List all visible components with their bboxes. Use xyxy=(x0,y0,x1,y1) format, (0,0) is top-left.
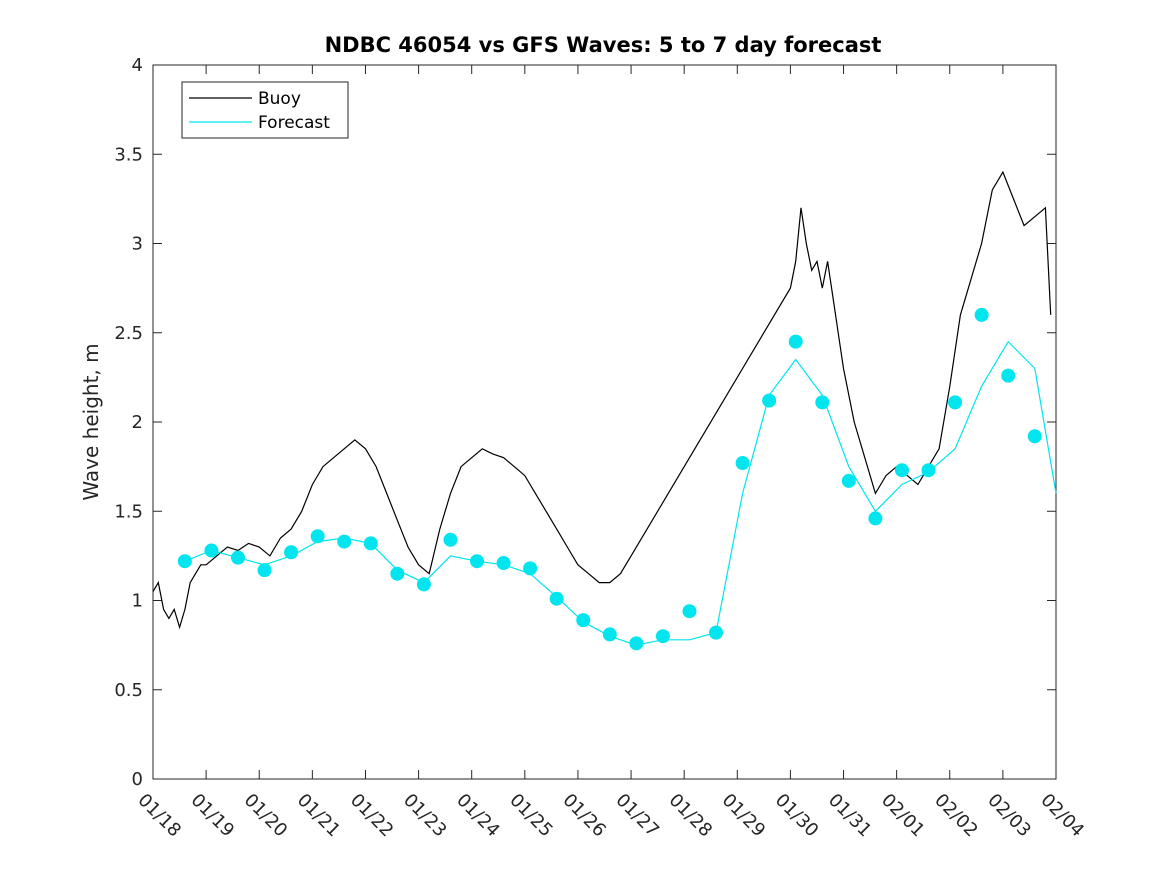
forecast-point xyxy=(1027,429,1042,444)
forecast-point xyxy=(177,554,192,569)
forecast-point xyxy=(788,334,803,349)
forecast-point xyxy=(602,627,617,642)
forecast-point xyxy=(523,561,538,576)
chart-title: NDBC 46054 vs GFS Waves: 5 to 7 day fore… xyxy=(325,33,882,57)
y-axis-label: Wave height, m xyxy=(79,343,103,500)
y-tick-label: 3.5 xyxy=(114,144,143,165)
forecast-point xyxy=(443,532,458,547)
forecast-point xyxy=(762,393,777,408)
forecast-point xyxy=(337,534,352,549)
forecast-point xyxy=(390,566,405,581)
forecast-point xyxy=(1001,368,1016,383)
y-tick-label: 4 xyxy=(132,55,143,76)
x-tick-label: 01/31 xyxy=(824,790,876,842)
forecast-point xyxy=(948,395,963,410)
forecast-point xyxy=(682,604,697,619)
x-tick-label: 01/23 xyxy=(399,790,451,842)
x-tick-label: 01/18 xyxy=(133,790,185,842)
x-tick-label: 02/04 xyxy=(1036,790,1088,842)
forecast-point xyxy=(496,556,511,571)
x-tick-label: 02/03 xyxy=(983,790,1035,842)
forecast-point xyxy=(576,613,591,628)
x-tick-label: 01/19 xyxy=(187,790,239,842)
x-tick-label: 01/25 xyxy=(505,790,557,842)
y-tick-label: 0.5 xyxy=(114,680,143,701)
legend-buoy-label: Buoy xyxy=(258,89,301,109)
y-tick-label: 2 xyxy=(132,412,143,433)
series-line-forecast xyxy=(184,340,1057,646)
forecast-point xyxy=(709,625,724,640)
legend-box xyxy=(181,81,349,139)
y-tick-label: 3 xyxy=(132,234,143,255)
x-tick-label: 01/28 xyxy=(665,790,717,842)
forecast-point xyxy=(841,473,856,488)
axes-box xyxy=(152,64,1057,780)
x-tick-label: 01/24 xyxy=(452,790,504,842)
x-tick-label: 01/29 xyxy=(718,790,770,842)
legend-forecast-label: Forecast xyxy=(258,113,330,133)
forecast-point xyxy=(416,577,431,592)
forecast-point xyxy=(868,511,883,526)
forecast-point xyxy=(470,554,485,569)
y-tick-label: 1.5 xyxy=(114,501,143,522)
x-tick-label: 01/20 xyxy=(240,790,292,842)
forecast-point xyxy=(894,463,909,478)
forecast-point xyxy=(629,636,644,651)
legend: Buoy Forecast xyxy=(181,81,349,139)
forecast-point xyxy=(974,307,989,322)
forecast-point xyxy=(284,545,299,560)
x-tick-label: 01/21 xyxy=(293,790,345,842)
forecast-point xyxy=(549,591,564,606)
x-tick-label: 02/02 xyxy=(930,790,982,842)
y-tick-label: 0 xyxy=(132,769,143,790)
y-tick-label: 1 xyxy=(132,591,143,612)
forecast-point xyxy=(921,463,936,478)
x-tick-label: 01/26 xyxy=(558,790,610,842)
forecast-point xyxy=(363,536,378,551)
forecast-point xyxy=(735,456,750,471)
forecast-point xyxy=(310,529,325,544)
y-tick-label: 2.5 xyxy=(114,323,143,344)
forecast-point xyxy=(204,543,219,558)
x-tick-label: 01/30 xyxy=(771,790,823,842)
forecast-point xyxy=(655,629,670,644)
x-tick-label: 01/27 xyxy=(612,790,664,842)
x-tick-label: 01/22 xyxy=(346,790,398,842)
forecast-point xyxy=(257,563,272,578)
x-tick-label: 02/01 xyxy=(877,790,929,842)
forecast-point xyxy=(230,550,245,565)
series-line-buoy xyxy=(152,170,1052,630)
forecast-point xyxy=(815,395,830,410)
